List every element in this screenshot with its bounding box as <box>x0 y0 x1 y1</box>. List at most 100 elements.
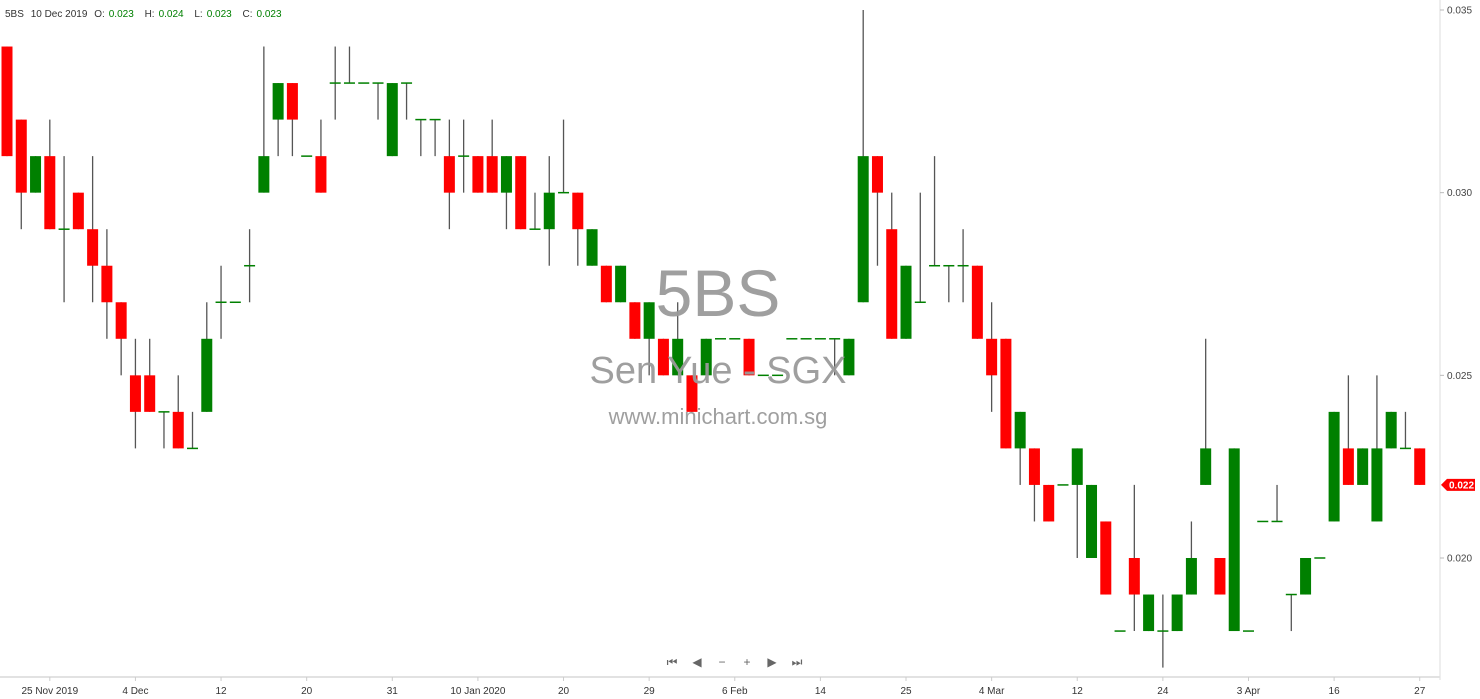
candle <box>1271 484 1283 523</box>
candle <box>244 229 256 303</box>
candle-doji <box>415 118 427 121</box>
candle <box>229 301 241 304</box>
candle <box>215 265 227 339</box>
candle-body <box>1071 448 1083 485</box>
candle <box>1014 411 1026 485</box>
candle-body <box>629 302 641 339</box>
candle <box>72 192 84 230</box>
zoom-in-icon[interactable]: + <box>743 655 751 669</box>
candle-body <box>971 265 983 339</box>
candle <box>415 118 427 157</box>
x-tick-label: 3 Apr <box>1237 686 1261 697</box>
candle <box>386 83 398 157</box>
candle-doji <box>1257 520 1269 523</box>
close-label: C: <box>242 9 253 20</box>
candle <box>258 46 270 193</box>
candle <box>58 156 70 303</box>
x-tick-label: 25 <box>900 686 912 697</box>
first-icon[interactable]: ⏮ <box>666 655 678 669</box>
candle <box>1157 594 1169 668</box>
candle <box>529 192 541 230</box>
candle-body <box>900 265 912 339</box>
candle-doji <box>929 264 941 267</box>
candle <box>301 155 313 157</box>
x-tick-label: 29 <box>644 686 656 697</box>
candle <box>1257 520 1269 523</box>
candle <box>486 119 498 193</box>
candle-body <box>543 192 555 230</box>
prev-icon[interactable]: ◀ <box>692 655 702 669</box>
candle-body <box>657 338 669 376</box>
candle <box>800 338 812 340</box>
candle-doji <box>1285 593 1297 596</box>
x-tick-label: 25 Nov 2019 <box>21 686 78 697</box>
next-icon[interactable]: ▶ <box>767 655 777 669</box>
candle <box>829 338 841 376</box>
candle-doji <box>458 155 470 157</box>
candle <box>929 156 941 267</box>
candle-body <box>1214 557 1226 595</box>
candle-doji <box>229 301 241 304</box>
candle-body <box>615 265 627 303</box>
candle <box>15 119 27 230</box>
candle <box>472 156 484 193</box>
x-tick-label: 12 <box>215 686 227 697</box>
candle <box>843 338 855 376</box>
candle-body <box>386 83 398 157</box>
candle-body <box>1328 411 1340 522</box>
candle-doji <box>301 155 313 157</box>
candle <box>857 10 869 303</box>
candle <box>986 302 998 412</box>
candle <box>1228 448 1240 632</box>
candle <box>672 302 684 376</box>
candle-body <box>600 265 612 303</box>
last-icon[interactable]: ⏭ <box>791 655 803 669</box>
candle-body <box>1100 521 1112 595</box>
candle <box>1385 411 1397 449</box>
zoom-out-icon[interactable]: − <box>718 655 726 669</box>
candle-doji <box>1399 447 1411 450</box>
candle <box>401 82 413 120</box>
candle-body <box>101 265 113 303</box>
candle-body <box>871 156 883 193</box>
candle-body <box>1200 448 1212 485</box>
candle-doji <box>215 301 227 304</box>
candle-body <box>1357 448 1369 485</box>
candle-body <box>144 375 156 412</box>
x-tick-label: 14 <box>815 686 827 697</box>
candle <box>158 411 170 449</box>
candle-doji <box>800 338 812 340</box>
candle-doji <box>429 118 441 121</box>
candle <box>1314 557 1326 559</box>
candle-doji <box>729 338 741 340</box>
candle-body <box>30 156 42 193</box>
candle-body <box>1414 448 1426 485</box>
candle-body <box>1000 338 1012 449</box>
candle <box>329 46 341 120</box>
candle <box>957 229 969 303</box>
candle-body <box>572 192 584 230</box>
candle-body <box>1300 557 1312 595</box>
candle <box>743 338 755 376</box>
candle-doji <box>943 264 955 267</box>
candle <box>101 229 113 339</box>
candle-doji <box>957 264 969 267</box>
candle-body <box>843 338 855 376</box>
candle <box>1143 594 1155 632</box>
ohlc-header: 5BS 10 Dec 2019 O: 0.023 H: 0.024 L: 0.023 … <box>5 9 290 20</box>
candle-body <box>15 119 27 193</box>
candle <box>286 83 298 157</box>
candle-doji <box>1314 557 1326 559</box>
candle-doji <box>529 228 541 230</box>
candle-doji <box>1157 630 1169 632</box>
candle <box>700 338 712 376</box>
candle <box>686 375 698 412</box>
candle <box>1057 484 1069 486</box>
candle <box>1171 594 1183 632</box>
candle-doji <box>814 338 826 340</box>
candle-body <box>1028 448 1040 485</box>
candle-body <box>315 156 327 193</box>
candle <box>1285 593 1297 632</box>
candle <box>30 156 42 193</box>
